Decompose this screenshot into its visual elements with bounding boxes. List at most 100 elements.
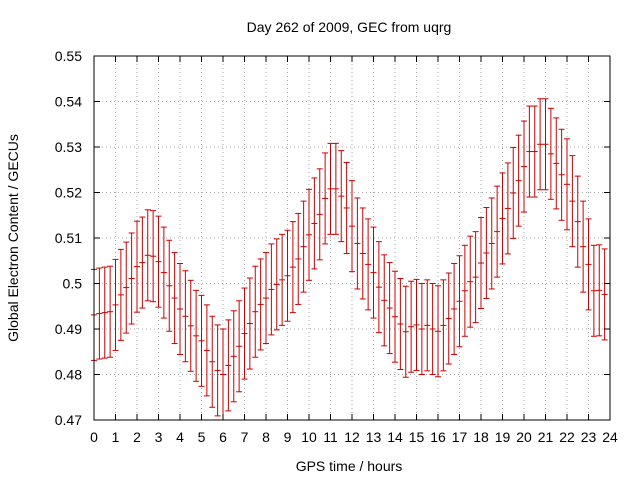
x-tick-label: 9 <box>284 429 292 445</box>
x-tick-label: 6 <box>219 429 227 445</box>
error-bar-point <box>472 231 479 324</box>
y-axis-label: Global Electron Content / GECUs <box>5 134 21 342</box>
chart-title: Day 262 of 2009, GEC from uqrg <box>247 19 452 35</box>
x-tick-label: 7 <box>241 429 249 445</box>
x-tick-label: 3 <box>155 429 163 445</box>
error-bar-point <box>182 270 189 363</box>
error-bar-point <box>139 216 146 309</box>
x-tick-label: 2 <box>133 429 141 445</box>
x-tick-label: 18 <box>473 429 489 445</box>
error-bar-point <box>413 278 420 371</box>
error-bar-point <box>155 215 162 308</box>
y-tick-label: 0.54 <box>55 94 82 110</box>
error-bar-point <box>144 209 151 302</box>
error-bar-point <box>531 105 538 198</box>
error-bar-point <box>451 262 458 355</box>
error-bar-point <box>289 221 296 314</box>
y-tick-label: 0.51 <box>55 230 82 246</box>
error-bar-point <box>246 277 253 370</box>
error-bar-point <box>225 319 232 412</box>
error-bar-point <box>203 304 210 397</box>
x-tick-label: 5 <box>198 429 206 445</box>
x-axis-ticks: 0 1 2 3 4 5 6 7 8 9 10 11 12 13 14 15 16 17 18 19 20 21 22 23 24 <box>90 56 618 445</box>
error-bar-point <box>547 107 554 200</box>
error-bar-point <box>338 150 345 243</box>
error-bar-point <box>123 241 130 334</box>
error-bar-point <box>187 279 194 372</box>
error-bar-point <box>435 285 441 378</box>
error-bar-point <box>408 280 415 373</box>
y-tick-label: 0.49 <box>55 321 82 337</box>
error-bar-point <box>327 142 334 235</box>
error-bar-point <box>166 239 173 332</box>
error-bar-point <box>306 188 312 281</box>
error-bar-point <box>322 152 329 245</box>
error-bar-point <box>134 220 140 313</box>
x-axis-label: GPS time / hours <box>296 458 403 474</box>
error-bar-point <box>402 285 409 378</box>
error-bar-point <box>198 294 205 387</box>
error-bar-point <box>590 244 597 337</box>
error-bar-point <box>456 255 463 348</box>
error-bar-point <box>241 287 248 380</box>
x-tick-label: 12 <box>344 429 360 445</box>
error-bar-point <box>209 315 216 408</box>
error-bar-point <box>316 168 323 261</box>
error-bar-point <box>257 258 264 351</box>
error-bar-point <box>343 161 350 254</box>
error-bar-point <box>252 265 259 358</box>
x-tick-label: 0 <box>90 429 98 445</box>
x-tick-label: 4 <box>176 429 184 445</box>
error-bar-point <box>150 210 157 303</box>
error-bar-point <box>596 244 603 337</box>
error-bar-point <box>569 155 576 248</box>
error-bar-point <box>397 277 404 370</box>
error-bar-point <box>445 272 452 365</box>
error-bar-point <box>515 134 522 227</box>
x-tick-label: 14 <box>387 429 403 445</box>
error-bar-point <box>177 262 183 355</box>
x-tick-label: 20 <box>516 429 532 445</box>
error-bar-point <box>542 98 549 191</box>
y-tick-label: 0.48 <box>55 367 82 383</box>
error-bar-point <box>488 197 495 290</box>
error-bar-point <box>504 162 511 255</box>
error-bar-point <box>263 252 269 345</box>
x-tick-label: 13 <box>366 429 382 445</box>
error-bar-point <box>499 172 506 265</box>
error-bar-point <box>359 207 366 300</box>
error-bar-point <box>101 266 108 359</box>
y-tick-label: 0.53 <box>55 139 82 155</box>
error-bar-point <box>214 324 221 417</box>
y-tick-label: 0.55 <box>55 48 82 64</box>
error-bar-point <box>510 146 517 239</box>
error-bar-point <box>311 177 318 270</box>
error-bar-point <box>483 207 490 300</box>
error-bar-point <box>300 200 307 293</box>
error-bar-point <box>349 180 355 273</box>
error-bar-point <box>117 248 124 341</box>
error-bar-point <box>279 233 286 326</box>
x-tick-label: 21 <box>538 429 554 445</box>
error-bar-point <box>284 229 291 322</box>
error-bar-point <box>418 283 425 375</box>
error-bar-point <box>585 218 592 311</box>
error-bar-point <box>332 142 339 235</box>
error-bar-point <box>128 232 135 325</box>
error-bar-point <box>601 248 608 341</box>
error-bar-point <box>386 262 393 355</box>
x-tick-label: 23 <box>581 429 597 445</box>
error-bar-point <box>365 218 372 311</box>
error-bar-point <box>424 279 431 372</box>
error-bar-point <box>440 279 447 372</box>
error-bar-point <box>521 120 527 213</box>
error-bar-point <box>494 185 501 278</box>
error-bar-point <box>467 235 474 328</box>
error-bar-point <box>236 300 243 393</box>
error-bar-point <box>295 212 302 305</box>
x-tick-label: 16 <box>430 429 446 445</box>
x-tick-label: 15 <box>409 429 425 445</box>
error-bar-point <box>273 238 280 331</box>
error-bar-point <box>171 252 178 345</box>
error-bar-point <box>112 258 119 351</box>
